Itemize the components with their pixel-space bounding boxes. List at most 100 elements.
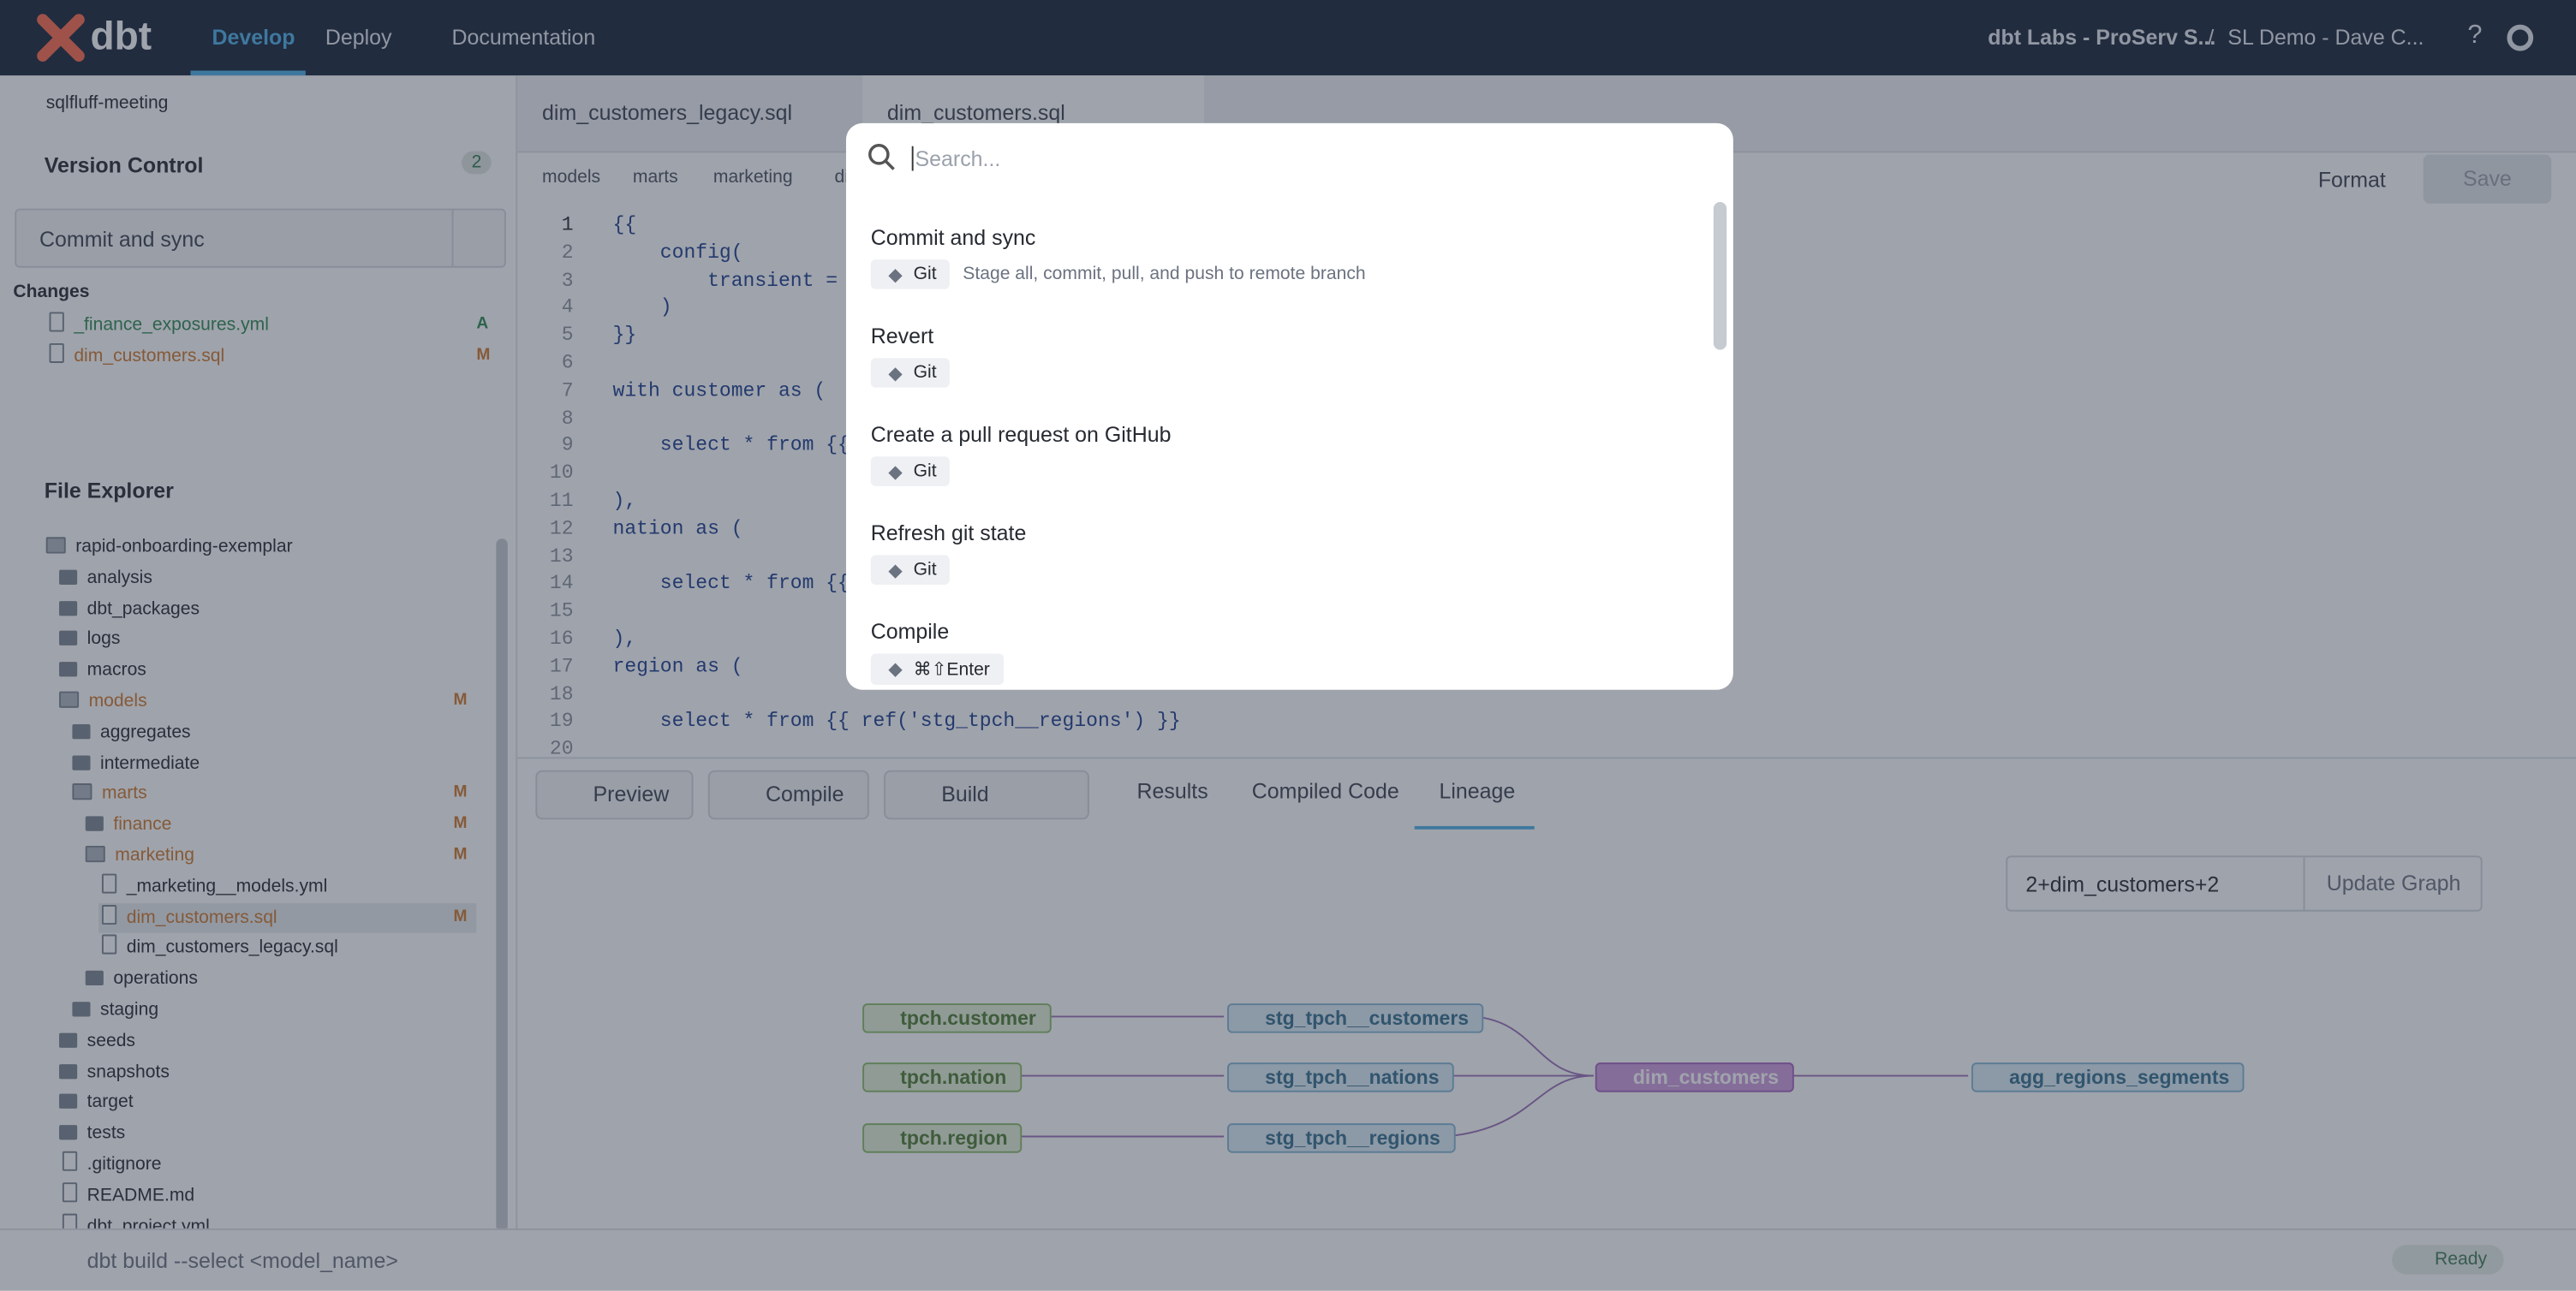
preview-button[interactable]: Preview	[535, 770, 695, 820]
format-button[interactable]: Format	[2317, 167, 2386, 193]
tree-label: rapid-onboarding-exemplar	[75, 537, 293, 557]
item-tag: Git	[870, 456, 950, 486]
palette-scrollbar[interactable]	[1713, 201, 1727, 350]
file-icon	[49, 312, 64, 332]
tree-item[interactable]: snapshots	[59, 1057, 476, 1087]
settings-icon[interactable]	[2507, 24, 2534, 51]
line-number: 7	[561, 378, 574, 402]
folder-icon	[85, 971, 104, 986]
line-number: 2	[561, 241, 574, 265]
tree-item[interactable]: finance M	[85, 810, 477, 840]
selector-input[interactable]: 2+dim_customers+2 Update Graph	[2006, 855, 2483, 912]
tree-item[interactable]: staging	[72, 996, 476, 1026]
tree-item[interactable]: intermediate	[72, 748, 476, 778]
tree-label: models	[88, 691, 147, 711]
tree-item[interactable]: rapid-onboarding-exemplar	[45, 532, 477, 562]
update-button[interactable]: Update Graph	[2303, 857, 2483, 910]
code-line: ),	[612, 489, 637, 513]
compile-button[interactable]: Compile	[707, 770, 869, 820]
nav-underline	[190, 70, 306, 76]
line-number: 11	[549, 489, 574, 513]
tree-label: _marketing__models.yml	[126, 877, 328, 897]
commit-button[interactable]: Commit and sync	[15, 208, 506, 268]
folder-icon	[45, 537, 66, 554]
tree-label: dim_customers.sql	[126, 907, 277, 928]
lineage-tab[interactable]: Lineage	[1439, 778, 1516, 804]
item-meta: ⌘⇧Enter	[870, 644, 1692, 685]
palette-item[interactable]: Revert Git	[870, 324, 1692, 388]
line-number: 10	[549, 461, 574, 485]
divider	[451, 210, 454, 266]
folder-icon	[72, 723, 91, 739]
folder-icon	[72, 754, 91, 770]
project[interactable]: SL Demo - Dave C...	[2227, 24, 2424, 50]
breadcrumb[interactable]: marts	[632, 167, 678, 187]
lineage-node[interactable]: stg_tpch__regions	[1227, 1123, 1456, 1153]
lineage-node[interactable]: dim_customers	[1595, 1062, 1794, 1092]
tree-item[interactable]: dbt_packages	[59, 594, 476, 624]
nav-deploy[interactable]: Deploy	[325, 24, 392, 50]
tree-item[interactable]: .gitignore	[59, 1150, 476, 1180]
help-icon[interactable]: ?	[2467, 21, 2483, 50]
tab[interactable]: dim_customers_legacy.sql	[542, 100, 793, 125]
palette-item[interactable]: Commit and sync Git Stage all, commit, pul…	[870, 225, 1692, 289]
lineage-node[interactable]: tpch.region	[862, 1123, 1023, 1153]
tree-label: analysis	[86, 568, 152, 588]
tree-item[interactable]: README.md	[59, 1181, 476, 1211]
vc-title[interactable]: Version Control	[44, 152, 204, 178]
change-row[interactable]: _finance_exposures.yml A	[46, 311, 499, 341]
search-input[interactable]: Search...	[911, 146, 1000, 171]
tree-label: snapshots	[86, 1062, 170, 1082]
line-number: 8	[561, 406, 574, 430]
tree-item[interactable]: aggregates	[72, 717, 476, 747]
change-file: dim_customers.sql	[74, 346, 225, 366]
tree-item[interactable]: models M	[59, 687, 476, 717]
compiled-tab[interactable]: Compiled Code	[1251, 778, 1399, 804]
tree-label: staging	[100, 1000, 159, 1020]
line-number: 13	[549, 544, 574, 568]
palette-item[interactable]: Compile ⌘⇧Enter	[870, 619, 1692, 685]
results-tab[interactable]: Results	[1136, 778, 1208, 804]
code-line: region as (	[612, 655, 743, 678]
fe-title[interactable]: File Explorer	[44, 478, 174, 503]
save-button[interactable]: Save	[2423, 154, 2552, 204]
command-palette: Search... Commit and sync Git Stage all, c…	[845, 122, 1733, 690]
lineage-node[interactable]: tpch.nation	[862, 1062, 1022, 1092]
tree-item[interactable]: marts M	[72, 779, 476, 809]
tree-item[interactable]: operations	[85, 964, 477, 994]
nav-develop[interactable]: Develop	[212, 24, 295, 50]
palette-item[interactable]: Refresh git state Git	[870, 521, 1692, 585]
breadcrumb[interactable]: marketing	[713, 167, 793, 187]
item-meta: Git	[870, 348, 1692, 388]
tree-item[interactable]: target	[59, 1088, 476, 1118]
item-meta: Git Stage all, commit, pull, and push to …	[870, 250, 1692, 289]
tree-item[interactable]: logs	[59, 625, 476, 655]
tree-item[interactable]: tests	[59, 1119, 476, 1149]
folder-icon	[85, 845, 105, 863]
lineage-node[interactable]: agg_regions_segments	[1971, 1062, 2245, 1092]
tree-item[interactable]: macros	[59, 656, 476, 686]
palette-item[interactable]: Create a pull request on GitHub Git	[870, 422, 1692, 486]
tree-item[interactable]: dim_customers_legacy.sql	[98, 933, 476, 963]
lineage-node[interactable]: stg_tpch__customers	[1227, 1003, 1484, 1033]
tree-item[interactable]: analysis	[59, 563, 476, 593]
folder-icon	[59, 662, 78, 677]
change-row[interactable]: dim_customers.sql M	[46, 342, 499, 372]
account[interactable]: dbt Labs - ProServ S...	[1988, 24, 2216, 50]
tree-item[interactable]: seeds	[59, 1026, 476, 1056]
lineage-node[interactable]: tpch.customer	[862, 1003, 1052, 1033]
tree-item[interactable]: _marketing__models.yml	[98, 872, 476, 901]
item-title: Compile	[870, 619, 950, 644]
tree-item[interactable]: marketing M	[85, 841, 477, 871]
code-line: ),	[612, 627, 637, 651]
scrollbar[interactable]	[496, 538, 508, 1232]
breadcrumb[interactable]: models	[542, 167, 601, 187]
line-number: 6	[561, 351, 574, 375]
build-button[interactable]: Build	[884, 770, 1089, 820]
command-input[interactable]: dbt build --select <model_name>	[86, 1247, 398, 1273]
tree-label: aggregates	[100, 722, 191, 742]
nav-documentation[interactable]: Documentation	[451, 24, 596, 50]
tree-item[interactable]: dim_customers.sql M	[98, 902, 477, 932]
lineage-node[interactable]: stg_tpch__nations	[1227, 1062, 1454, 1092]
tree-label: target	[86, 1092, 134, 1113]
